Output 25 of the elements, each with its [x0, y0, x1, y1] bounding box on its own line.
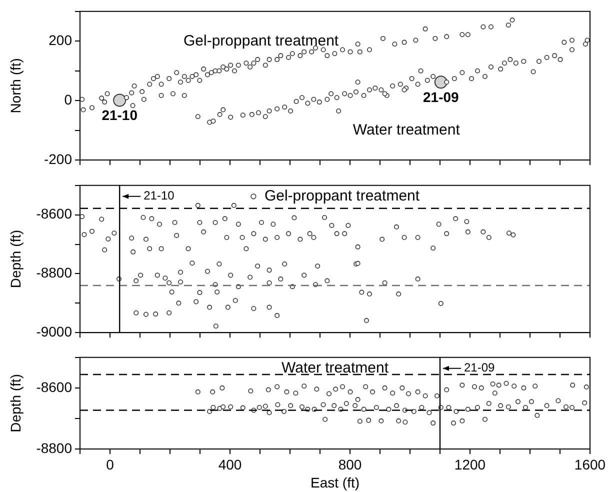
annotation: 21-09 [464, 360, 496, 375]
x-tick-label: 1200 [454, 456, 486, 472]
y-tick-label: -9000 [36, 323, 72, 340]
y-tick-label: -8600 [36, 378, 72, 395]
x-axis-title: East (ft) [310, 474, 360, 490]
data-label: 21-09 [422, 88, 460, 105]
x-tick-label: 400 [218, 456, 242, 472]
x-tick-label: 800 [338, 456, 362, 472]
y-axis-title: Depth (ft) [7, 374, 24, 432]
y-tick-label: -200 [44, 150, 72, 167]
annotation: Water treatment [352, 121, 461, 138]
annotation: Gel-proppant treatment [184, 32, 340, 50]
annotation: 21-10 [144, 188, 175, 203]
y-axis-title: Depth (ft) [7, 230, 24, 288]
y-tick-label: -8800 [36, 264, 72, 281]
legend-label: Gel-proppant treatment [264, 188, 420, 205]
y-tick-label: -8800 [36, 440, 72, 456]
annotation: Water treatment [282, 360, 390, 377]
x-tick-label: 1600 [574, 456, 606, 472]
x-tick-label: 0 [106, 456, 114, 472]
data-label: 21-10 [102, 107, 138, 124]
y-axis-title: North (ft) [7, 58, 24, 114]
y-tick-label: -8600 [36, 206, 72, 222]
y-tick-label: 200 [48, 32, 72, 48]
y-tick-label: 0 [64, 91, 72, 108]
